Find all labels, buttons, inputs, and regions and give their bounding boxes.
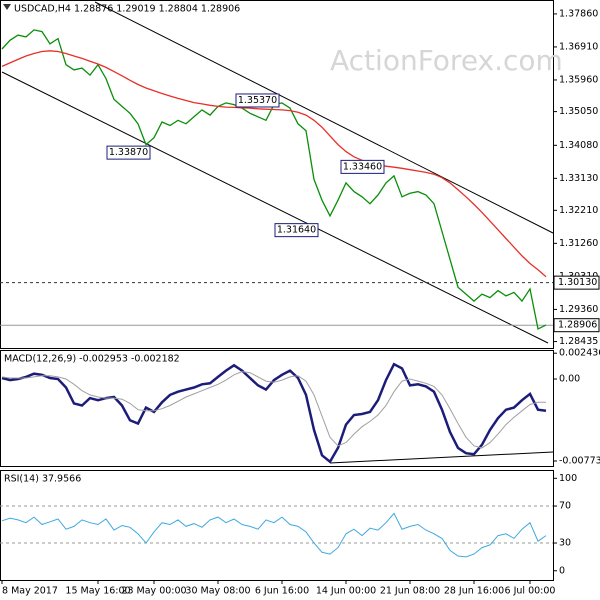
series-line xyxy=(1,50,547,278)
y-tick-label: 1.34080 xyxy=(559,140,598,151)
series-line xyxy=(1,362,547,464)
x-tick-label: 15 May 16:00 xyxy=(65,586,130,597)
x-tick-label: 6 Jul 00:00 xyxy=(505,586,556,597)
price-label-box xyxy=(553,318,600,333)
panel-frame xyxy=(0,350,554,467)
series-line xyxy=(1,512,547,558)
y-tick-label: 1.35960 xyxy=(559,74,598,85)
y-tick-label: 0 xyxy=(559,565,565,576)
annotation-box xyxy=(235,93,280,108)
y-tick-label: 30 xyxy=(559,538,571,549)
symbol-icon xyxy=(3,4,11,10)
panel-frame xyxy=(0,470,554,581)
annotation-label: 1.35370 xyxy=(238,95,277,106)
price-label: 1.30130 xyxy=(558,277,597,288)
x-tick-label: 30 May 08:00 xyxy=(185,586,250,597)
x-tick-label: 6 Jun 16:00 xyxy=(255,586,309,597)
y-tick-label: -0.007738 xyxy=(559,455,600,466)
y-tick-label: 1.32210 xyxy=(559,205,598,216)
y-tick-label: 1.31260 xyxy=(559,238,598,249)
annotation-box xyxy=(340,159,385,174)
y-tick-label: 0.002436 xyxy=(559,348,600,359)
y-tick-label: 1.28435 xyxy=(559,336,598,347)
y-tick-label: 70 xyxy=(559,501,571,512)
price-label: 1.28906 xyxy=(558,320,597,331)
y-tick-label: 100 xyxy=(559,473,577,484)
series-line xyxy=(1,371,546,449)
annotation-label: 1.33460 xyxy=(343,161,382,172)
y-tick-label: 1.35050 xyxy=(559,106,598,117)
channel-lower xyxy=(1,71,549,344)
y-tick-label: 1.33130 xyxy=(559,173,598,184)
price-label-box xyxy=(553,275,600,290)
x-tick-label: 8 May 2017 xyxy=(2,586,58,597)
annotation-label: 1.31640 xyxy=(277,225,316,236)
y-tick-label: 0.00 xyxy=(559,374,580,385)
y-tick-label: 1.36910 xyxy=(559,41,598,52)
panel-frame xyxy=(0,0,554,349)
annotation-box xyxy=(106,145,151,160)
x-tick-label: 23 May 00:00 xyxy=(121,586,186,597)
macd-trendline xyxy=(329,451,554,464)
x-tick-label: 14 Jun 00:00 xyxy=(316,586,376,597)
panel-title: MACD(12,26,9) -0.002953 -0.002182 xyxy=(4,354,180,365)
watermark: ActionForex.com xyxy=(330,44,563,77)
channel-upper xyxy=(94,1,554,234)
y-tick-label: 1.37860 xyxy=(559,8,598,19)
panel-title: USDCAD,H4 xyxy=(14,4,71,15)
annotation-box xyxy=(274,223,319,238)
x-tick-label: 28 Jun 16:00 xyxy=(444,586,504,597)
x-tick-label: 21 Jun 08:00 xyxy=(380,586,440,597)
annotation-label: 1.33870 xyxy=(109,147,148,158)
ohlc-values: 1.28876 1.29019 1.28804 1.28906 xyxy=(74,4,240,15)
panel-title: RSI(14) 37.9566 xyxy=(4,474,81,485)
y-tick-label: 1.29360 xyxy=(559,304,598,315)
